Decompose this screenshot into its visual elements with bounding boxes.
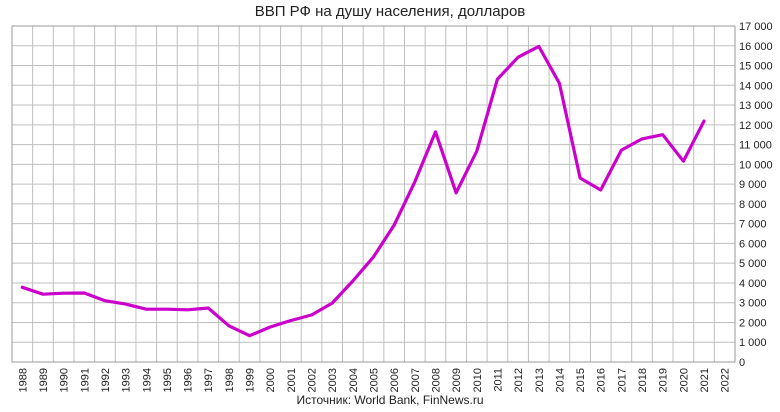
- x-tick-label: 1991: [79, 368, 91, 392]
- y-tick-label: 7 000: [739, 219, 767, 231]
- data-point: [330, 301, 334, 305]
- data-point: [103, 299, 107, 302]
- data-point: [558, 82, 561, 85]
- y-tick-label: 16 000: [739, 41, 773, 53]
- data-point: [454, 191, 458, 195]
- chart-title: ВВП РФ на душу населения, долларов: [254, 3, 526, 20]
- x-tick-label: 1988: [17, 368, 29, 392]
- x-tick-label: 2021: [699, 368, 711, 392]
- x-tick-label: 1990: [59, 368, 71, 392]
- x-tick-label: 1997: [203, 368, 215, 392]
- series-line: [20, 44, 706, 338]
- chart-source: Источник: World Bank, FinNews.ru: [296, 393, 484, 407]
- x-tick-label: 2017: [616, 368, 628, 392]
- x-tick-label: 2020: [678, 368, 690, 392]
- data-point: [310, 313, 313, 317]
- y-tick-label: 0: [739, 357, 745, 369]
- x-tick-label: 2001: [286, 368, 298, 392]
- data-point: [124, 302, 127, 306]
- data-point: [434, 130, 437, 134]
- x-tick-label: 2012: [513, 368, 525, 392]
- y-tick-label: 3 000: [739, 298, 767, 310]
- data-point: [165, 308, 169, 311]
- x-tick-label: 1992: [100, 368, 112, 392]
- y-tick-label: 5 000: [739, 258, 767, 270]
- x-tick-label: 2005: [369, 368, 381, 392]
- y-tick-label: 8 000: [739, 199, 767, 211]
- data-point: [682, 159, 685, 163]
- data-point: [83, 291, 86, 295]
- data-point: [289, 319, 293, 322]
- data-point: [372, 255, 375, 259]
- data-point: [207, 306, 210, 310]
- x-tick-label: 2008: [430, 368, 442, 392]
- plot-area-border: [11, 25, 736, 363]
- x-tick-label: 2003: [327, 368, 339, 392]
- x-tick-label: 2022: [720, 368, 732, 392]
- x-tick-label: 2018: [637, 368, 649, 392]
- x-tick-label: 1998: [224, 368, 236, 392]
- data-point: [21, 286, 24, 289]
- data-point: [392, 223, 396, 227]
- x-tick-label: 2011: [492, 368, 504, 392]
- data-point: [537, 45, 540, 48]
- y-tick-label: 10 000: [739, 159, 773, 171]
- data-point: [661, 133, 664, 136]
- y-tick-label: 12 000: [739, 120, 773, 132]
- x-tick-label: 1999: [245, 368, 257, 392]
- x-tick-label: 2019: [658, 368, 670, 392]
- data-point: [496, 77, 499, 81]
- data-point: [186, 308, 189, 312]
- y-tick-label: 17 000: [739, 21, 773, 33]
- data-point: [640, 137, 644, 141]
- data-point: [702, 119, 706, 123]
- y-tick-label: 14 000: [739, 80, 773, 92]
- data-point: [475, 149, 478, 153]
- x-tick-label: 1989: [38, 368, 50, 392]
- y-tick-label: 11 000: [739, 140, 772, 152]
- x-tick-label: 2016: [596, 368, 608, 392]
- data-point: [41, 293, 45, 296]
- data-point: [351, 279, 355, 283]
- x-tick-label: 2007: [410, 368, 422, 392]
- x-tick-label: 2006: [389, 368, 401, 392]
- x-tick-label: 1995: [162, 368, 174, 392]
- data-point: [62, 292, 65, 295]
- x-tick-label: 2002: [307, 368, 319, 392]
- x-tick-label: 1996: [183, 368, 195, 392]
- x-tick-label: 2009: [451, 368, 463, 392]
- y-tick-label: 4 000: [739, 278, 767, 290]
- x-tick-label: 1993: [121, 368, 133, 392]
- data-point: [248, 334, 251, 337]
- data-point: [227, 324, 231, 328]
- data-point: [413, 180, 417, 184]
- data-point: [145, 308, 148, 311]
- y-tick-label: 6 000: [739, 238, 767, 250]
- x-tick-label: 2004: [348, 368, 360, 392]
- data-point: [269, 325, 272, 329]
- data-point: [516, 56, 520, 59]
- x-tick-label: 2010: [472, 368, 484, 392]
- y-tick-label: 2 000: [739, 317, 767, 329]
- x-tick-label: 1994: [141, 368, 153, 392]
- data-point: [620, 148, 623, 152]
- x-tick-label: 2013: [534, 368, 546, 392]
- y-tick-label: 1 000: [739, 337, 767, 349]
- data-point: [578, 176, 582, 180]
- y-tick-label: 13 000: [739, 100, 773, 112]
- x-tick-label: 2000: [265, 368, 277, 392]
- data-point: [599, 188, 602, 192]
- x-tick-label: 2014: [554, 368, 566, 392]
- y-tick-label: 15 000: [739, 61, 773, 73]
- y-tick-label: 9 000: [739, 179, 767, 191]
- x-tick-label: 2015: [575, 368, 587, 392]
